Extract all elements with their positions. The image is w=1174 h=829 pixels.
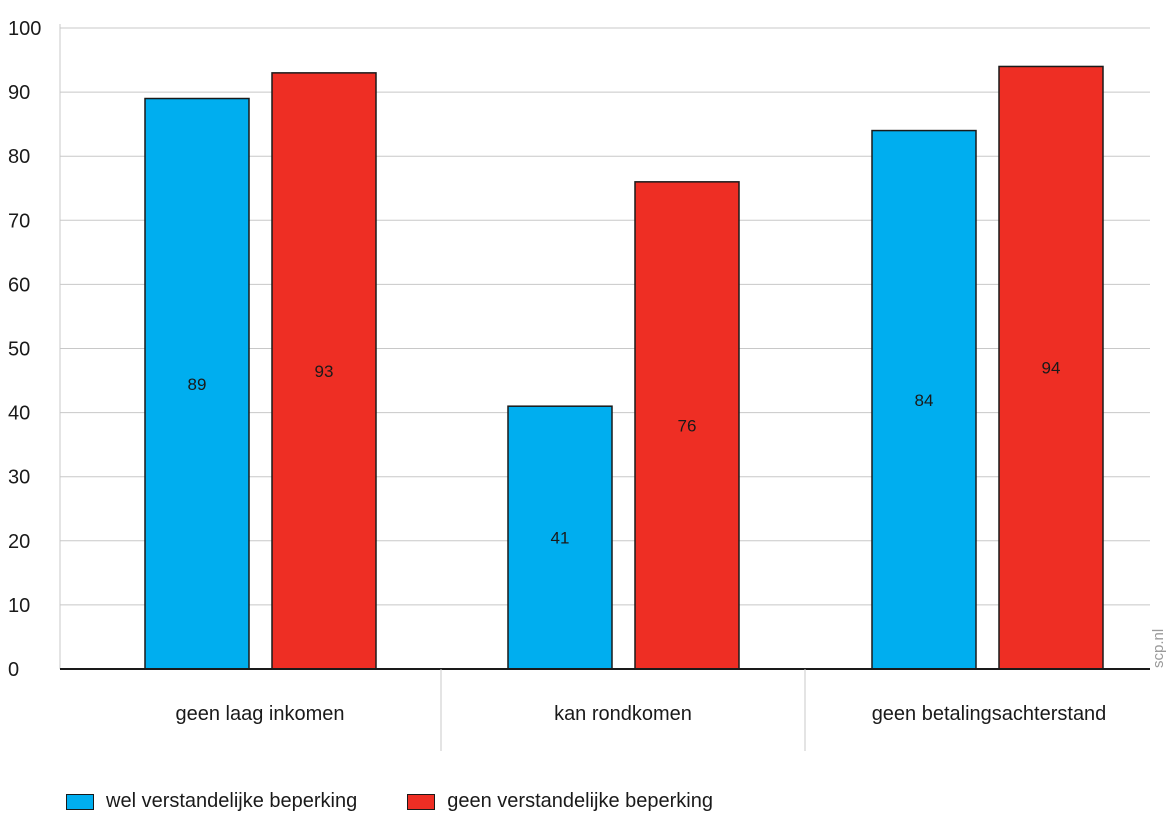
y-tick-label: 0 <box>8 659 19 681</box>
bar <box>271 72 377 670</box>
bar <box>998 65 1104 670</box>
y-tick-label: 20 <box>8 531 30 553</box>
y-tick-label: 90 <box>8 82 30 104</box>
y-tick-label: 50 <box>8 339 30 361</box>
bar <box>871 129 977 670</box>
legend-label-series-1: wel verstandelijke beperking <box>106 790 358 812</box>
data-label: 93 <box>315 362 334 381</box>
legend-swatch-series-2 <box>407 793 436 810</box>
data-label: 89 <box>188 375 207 394</box>
y-tick-label: 30 <box>8 467 30 489</box>
y-tick-label: 80 <box>8 146 30 168</box>
data-label: 76 <box>678 416 697 435</box>
bar <box>634 181 740 670</box>
bar <box>507 405 613 670</box>
x-axis: geen laag inkomen kan rondkomen geen betal… <box>60 668 1150 751</box>
legend-item-series-2: geen verstandelijke beperking <box>407 790 713 813</box>
x-tick-label: kan rondkomen <box>554 703 692 725</box>
legend-swatch-series-1 <box>66 793 94 810</box>
legend: wel verstandelijke beperking geen versta… <box>66 790 763 813</box>
y-tick-label: 10 <box>8 595 30 617</box>
y-tick-label: 60 <box>8 274 30 296</box>
bar <box>144 97 250 670</box>
bars: 89 93 41 76 84 94 <box>144 65 1104 670</box>
source-label: scp.nl <box>1150 629 1167 668</box>
y-tick-label: 100 <box>8 18 41 40</box>
data-label: 84 <box>915 391 934 410</box>
data-label: 94 <box>1042 359 1061 378</box>
x-tick-label: geen betalingsachterstand <box>872 703 1107 725</box>
legend-item-series-1: wel verstandelijke beperking <box>66 790 357 813</box>
y-tick-label: 40 <box>8 403 30 425</box>
x-tick-label: geen laag inkomen <box>175 703 344 725</box>
data-label: 41 <box>551 529 570 548</box>
y-axis: 0 10 20 30 40 50 60 70 80 90 100 <box>8 18 61 681</box>
legend-label-series-2: geen verstandelijke beperking <box>447 790 713 812</box>
y-tick-label: 70 <box>8 210 30 232</box>
